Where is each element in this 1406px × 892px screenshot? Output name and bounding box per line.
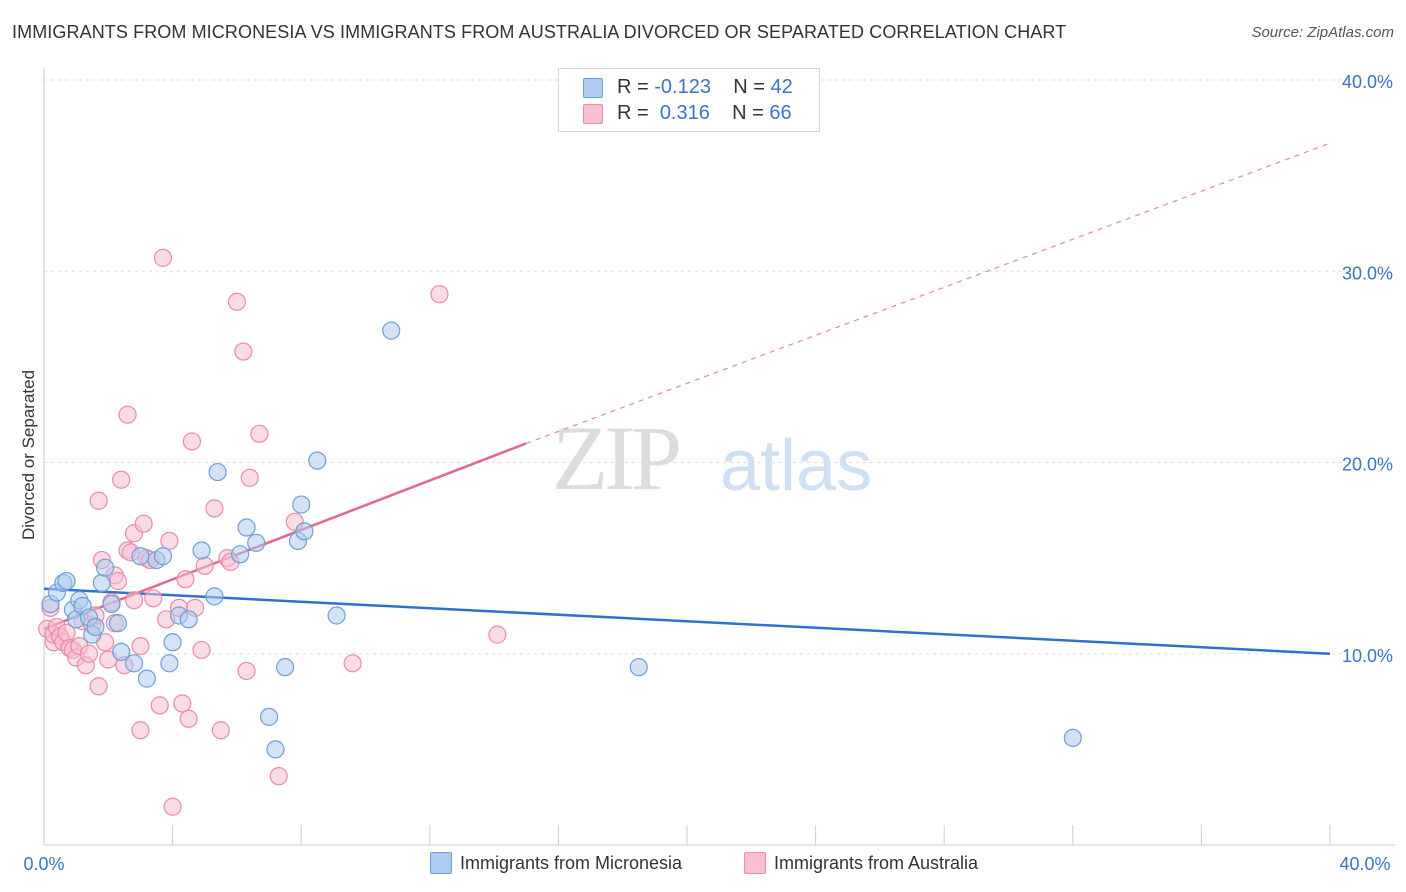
point-australia (134, 514, 153, 533)
point-australia (124, 591, 144, 610)
point-micronesia (124, 654, 144, 673)
legend-n-value: 42 (770, 76, 793, 98)
point-australia (237, 661, 256, 681)
y-tick-label: 10.0% (1342, 646, 1393, 666)
x-tick-label: 0.0% (23, 854, 64, 874)
point-australia (192, 640, 211, 660)
point-australia (118, 405, 137, 424)
point-micronesia (192, 541, 211, 560)
bottom-legend-swatch-blue (430, 852, 452, 874)
bottom-legend-swatch-pink (744, 852, 766, 874)
point-micronesia (102, 594, 121, 614)
point-micronesia (276, 658, 295, 677)
point-micronesia (95, 558, 115, 577)
chart-title: IMMIGRANTS FROM MICRONESIA VS IMMIGRANTS… (12, 22, 1067, 42)
point-micronesia (327, 606, 346, 625)
trend-line-micronesia (43, 587, 1331, 655)
x-tick-label: 40.0% (1339, 854, 1390, 874)
point-micronesia (292, 495, 311, 514)
legend-r-value: -0.123 (654, 76, 711, 98)
point-micronesia (137, 669, 156, 688)
point-australia (144, 589, 163, 608)
point-micronesia (86, 617, 105, 637)
legend-swatch-blue (583, 78, 603, 98)
point-micronesia (247, 533, 266, 552)
point-micronesia (259, 707, 279, 726)
point-micronesia (295, 522, 314, 541)
point-australia (131, 636, 150, 656)
legend: R = -0.123 N = 42 R = 0.316 N = 66 (558, 68, 820, 132)
point-micronesia (163, 633, 182, 652)
point-australia (112, 470, 131, 489)
point-australia (150, 696, 169, 715)
point-australia (153, 248, 173, 267)
y-tick-label: 30.0% (1342, 263, 1393, 283)
y-tick-label: 40.0% (1342, 72, 1393, 92)
point-micronesia (153, 547, 173, 566)
point-australia (488, 625, 507, 644)
data-points (38, 248, 1082, 816)
y-tick-label: 20.0% (1342, 455, 1393, 475)
point-australia (160, 531, 179, 551)
point-micronesia (205, 587, 224, 606)
legend-n-label: N = (733, 76, 765, 98)
source-label: Source: ZipAtlas.com (1251, 24, 1394, 41)
point-australia (89, 491, 108, 510)
point-micronesia (131, 547, 150, 566)
legend-r-value: 0.316 (659, 102, 710, 124)
bottom-legend-label-micronesia: Immigrants from Micronesia (460, 853, 683, 873)
legend-r-label: R = (617, 76, 649, 98)
point-australia (240, 468, 259, 487)
point-australia (179, 709, 198, 728)
legend-n-value: 66 (769, 102, 792, 124)
axes (43, 68, 1395, 846)
point-micronesia (208, 462, 227, 482)
point-australia (176, 570, 195, 589)
watermark-zip: ZIP (552, 407, 682, 509)
trend-line-australia (43, 442, 527, 631)
grid-lines (44, 79, 1395, 655)
point-australia (173, 694, 192, 713)
point-micronesia (231, 545, 250, 564)
point-australia (205, 499, 224, 518)
point-micronesia (237, 518, 256, 537)
point-micronesia (382, 321, 401, 340)
point-australia (430, 285, 449, 304)
point-micronesia (179, 610, 198, 629)
point-australia (343, 654, 362, 673)
point-australia (108, 571, 128, 591)
point-australia (131, 721, 150, 740)
point-micronesia (57, 571, 76, 591)
point-micronesia (308, 451, 327, 470)
point-australia (211, 721, 230, 740)
legend-n-label: N = (732, 102, 764, 124)
point-australia (250, 424, 269, 443)
point-micronesia (92, 573, 111, 593)
legend-r-label: R = (617, 102, 649, 124)
point-micronesia (266, 740, 285, 759)
watermark-atlas: atlas (720, 426, 873, 506)
point-micronesia (108, 614, 128, 633)
point-australia (79, 644, 99, 663)
bottom-legend-label-australia: Immigrants from Australia (774, 853, 979, 873)
point-australia (269, 767, 288, 786)
point-micronesia (160, 654, 179, 673)
y-axis-label: Divorced or Separated (19, 370, 38, 540)
trend-line-australia-extension (526, 142, 1331, 444)
legend-swatch-pink (583, 104, 603, 124)
point-micronesia (1063, 728, 1082, 748)
point-australia (234, 342, 253, 361)
point-australia (182, 432, 201, 451)
point-australia (89, 677, 108, 696)
point-micronesia (629, 658, 648, 677)
point-australia (163, 797, 182, 816)
tick-labels: 10.0% 20.0% 30.0% 40.0% 0.0% 40.0% (23, 72, 1393, 874)
point-australia (227, 292, 246, 311)
point-micronesia (112, 642, 131, 661)
point-australia (195, 556, 214, 575)
trend-lines (43, 142, 1331, 655)
